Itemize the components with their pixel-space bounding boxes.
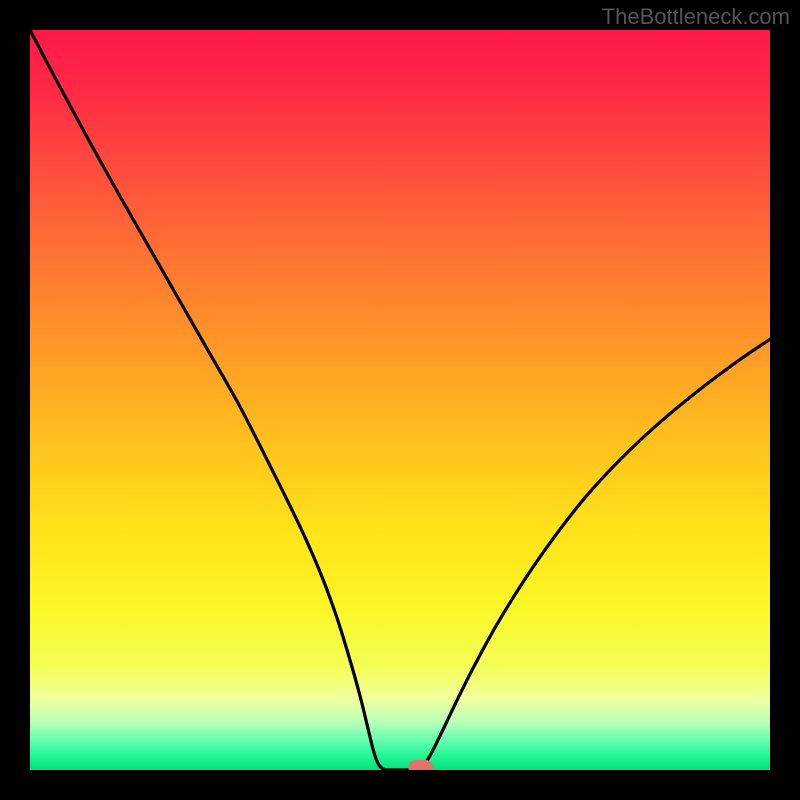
gradient-background: [30, 30, 770, 770]
watermark-label: TheBottleneck.com: [602, 4, 790, 30]
chart-frame: TheBottleneck.com: [0, 0, 800, 800]
bottleneck-curve-chart: [0, 0, 800, 800]
